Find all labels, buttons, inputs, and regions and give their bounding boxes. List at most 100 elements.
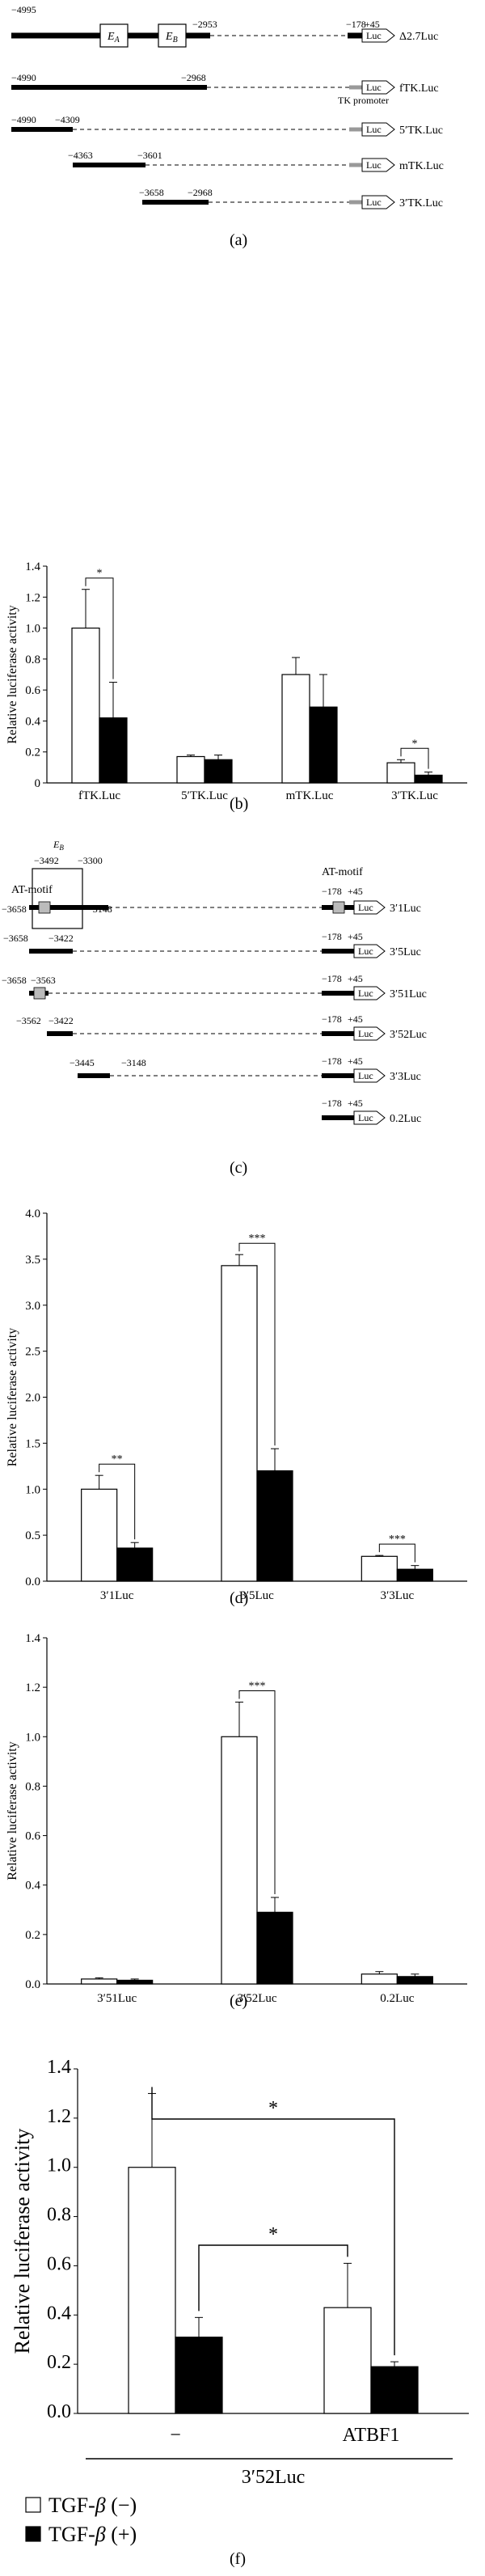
eb-box: [158, 23, 187, 48]
panel-label-f: (f): [230, 2550, 246, 2568]
y-tick-label: 0.2: [25, 747, 40, 759]
construct-name: 3′1Luc: [390, 903, 421, 915]
significance-bracket: [85, 577, 114, 679]
pos-label: −4990: [11, 114, 36, 125]
bar-white: [81, 1488, 118, 1582]
significance-bracket: [151, 2087, 395, 2356]
y-axis-label: Relative luciferase activity: [6, 1741, 19, 1880]
luc-label: Luc: [366, 82, 382, 93]
luc-arrow: [353, 900, 386, 915]
pos-label: −2968: [181, 72, 206, 83]
y-tick-label: 0.6: [47, 2253, 71, 2274]
y-tick-label: 1.2: [25, 1681, 40, 1694]
pos-label: −3562: [16, 1015, 41, 1026]
legend-label: TGF-β (−): [48, 2494, 137, 2517]
pos-label: −3658: [3, 933, 28, 944]
luc-label: Luc: [358, 902, 373, 913]
y-tick-label: 0.4: [25, 715, 40, 728]
construct-name: 3′5Luc: [390, 946, 421, 958]
at-motif-marker: [38, 901, 51, 914]
pos-label: +45: [348, 1055, 363, 1067]
x-tick-label: 3′5Luc: [240, 1589, 274, 1602]
construct-name: 3′51Luc: [390, 988, 427, 1000]
eb-region-box: [32, 868, 83, 929]
bar-black: [256, 1470, 293, 1582]
significance-star: *: [268, 2224, 278, 2245]
bar-white: [71, 627, 100, 784]
pos-label: +45: [348, 886, 363, 897]
x-tick-label: 3′52Luc: [237, 1992, 276, 2005]
pos-label: −3658: [2, 975, 27, 986]
bar-white: [323, 2307, 372, 2414]
y-tick-label: 0.8: [25, 654, 40, 666]
y-tick-label: 3.0: [25, 1300, 40, 1313]
construct-name: 3′TK.Luc: [399, 197, 443, 209]
luc-label: Luc: [358, 1112, 373, 1123]
luc-arrow: [353, 944, 386, 958]
at-motif-label: AT-motif: [11, 884, 53, 896]
luc-arrow: [361, 28, 395, 43]
chart-f: 0.0 0.2 0.4 0.6 0.8 1.0 1.2 1.4 Relative lucifer…: [11, 2057, 469, 2546]
pos-label: −2968: [188, 187, 213, 198]
significance-bracket: [378, 1543, 415, 1563]
legend-swatch: [25, 2497, 41, 2513]
luc-label: Luc: [358, 1028, 373, 1039]
panel-label-b: (b): [230, 795, 248, 813]
construct-ftk: −4990 −2968 Luc fTK.Luc TK promoter: [11, 72, 439, 106]
pos-label: −178: [322, 973, 342, 984]
y-tick-label: 1.5: [25, 1437, 40, 1450]
significance-bracket: [99, 1463, 136, 1540]
pos-label: −4995: [11, 4, 36, 15]
bar-black: [99, 717, 128, 784]
pos-label: +45: [348, 931, 363, 942]
x-tick-label: 3′3Luc: [381, 1589, 415, 1602]
y-tick-label: 1.0: [47, 2155, 71, 2176]
panel-a: −4995 −2953 −178 +45 EA EB Luc Δ2.7Luc −…: [11, 4, 444, 249]
pos-label: −3563: [31, 975, 56, 986]
y-axis-label: Relative luciferase activity: [11, 2129, 34, 2354]
y-tick-label: 1.4: [25, 560, 40, 573]
y-tick-label: 0.4: [25, 1880, 40, 1893]
bar-black: [256, 1911, 293, 1985]
bar-black: [370, 2366, 419, 2414]
x-tick-label: 0.2Luc: [380, 1992, 414, 2005]
at-motif-marker: [33, 987, 46, 1000]
construct-3tk: −3658 −2968 Luc 3′TK.Luc: [139, 187, 443, 209]
pos-label: +45: [348, 1098, 363, 1109]
pos-label: −3658: [139, 187, 164, 198]
bar-white: [128, 2167, 176, 2414]
pos-label: −3422: [48, 933, 74, 944]
panel-label-e: (e): [230, 1992, 247, 2010]
panel-label-a: (a): [230, 231, 247, 249]
y-tick-label: 3.5: [25, 1254, 40, 1267]
pos-label: −3148: [121, 1057, 146, 1068]
y-tick-label: 0.8: [47, 2205, 71, 2226]
pos-label: −178: [322, 931, 342, 942]
luc-label: Luc: [358, 1070, 373, 1081]
bar-black: [204, 759, 233, 784]
x-tick-label: fTK.Luc: [78, 789, 120, 802]
construct-d27: −4995 −2953 −178 +45 EA EB Luc Δ2.7Luc: [11, 4, 438, 48]
panel-label-d: (d): [230, 1589, 248, 1607]
construct-name: Δ2.7Luc: [399, 31, 438, 43]
pos-label: −3601: [137, 150, 162, 161]
significance-star: ***: [249, 1233, 266, 1245]
y-tick-label: 4.0: [25, 1208, 40, 1220]
significance-star: *: [97, 568, 103, 580]
chart-d: 0.0 0.5 1.0 1.5 2.0 2.5 3.0 3.5 4.0 Relative luci…: [6, 1208, 467, 1602]
pos-label: −178: [322, 1055, 342, 1067]
significance-star: *: [268, 2098, 278, 2119]
luc-arrow: [361, 195, 395, 209]
luc-arrow: [353, 986, 386, 1000]
y-tick-label: 0.0: [25, 1978, 40, 1991]
panel-c: EB −3492 −3300 AT-motif AT-motif −3658 −…: [2, 839, 427, 1177]
luc-arrow: [353, 1026, 386, 1041]
construct-name: fTK.Luc: [399, 82, 439, 95]
construct-name: 3′52Luc: [390, 1029, 427, 1041]
luc-label: Luc: [366, 159, 382, 171]
at-motif-marker: [332, 901, 345, 914]
pos-label: +45: [348, 1013, 363, 1025]
pos-label: −4363: [68, 150, 93, 161]
significance-bracket: [238, 1242, 276, 1446]
